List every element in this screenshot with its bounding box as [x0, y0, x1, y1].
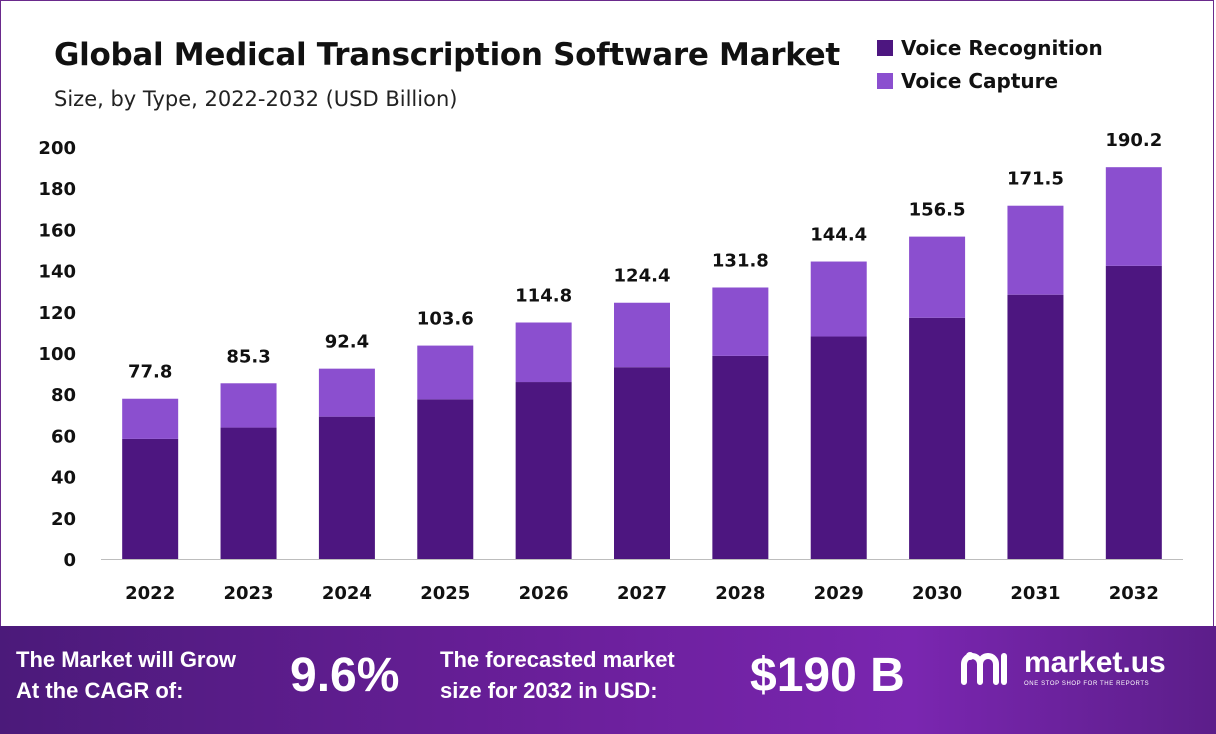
bar-segment-voice-recognition: [1105, 265, 1162, 559]
x-tick-label: 2029: [814, 583, 864, 604]
legend-label-voice-capture: Voice Capture: [901, 68, 1059, 93]
brand-name: market.us: [1024, 646, 1166, 679]
legend-item-voice-recognition: Voice Recognition: [877, 31, 1103, 64]
y-tick-label: 60: [51, 426, 76, 447]
bar-segment-voice-recognition: [1007, 294, 1064, 559]
bar-segment-voice-capture: [1007, 205, 1064, 295]
x-tick-label: 2031: [1010, 583, 1060, 604]
cagr-text-line2: At the CAGR of:: [16, 678, 184, 703]
bar-total-label: 85.3: [226, 346, 270, 367]
bar-total-label: 77.8: [128, 362, 172, 383]
forecast-text-line2: size for 2032 in USD:: [440, 678, 658, 703]
bar-segment-voice-capture: [220, 383, 277, 428]
bar-segment-voice-recognition: [712, 355, 769, 559]
legend-swatch-voice-capture: [877, 72, 893, 89]
x-tick-label: 2025: [420, 583, 470, 604]
y-tick-label: 140: [38, 262, 76, 283]
x-tick-label: 2023: [223, 583, 273, 604]
bar-total-label: 124.4: [614, 266, 671, 287]
cagr-text-line1: The Market will Grow: [16, 647, 237, 672]
bar-segment-voice-capture: [122, 398, 179, 439]
footer-banner: The Market will Grow At the CAGR of: 9.6…: [0, 626, 1216, 734]
bar-segment-voice-capture: [1105, 167, 1162, 266]
y-tick-label: 120: [38, 303, 76, 324]
x-tick-label: 2026: [519, 583, 569, 604]
y-tick-label: 40: [51, 468, 76, 489]
legend-swatch-voice-recognition: [877, 39, 893, 56]
forecast-text: The forecasted market size for 2032 in U…: [440, 644, 675, 706]
bar-total-label: 131.8: [712, 250, 769, 271]
y-tick-label: 20: [51, 509, 76, 530]
x-tick-label: 2030: [912, 583, 962, 604]
bar-total-label: 144.4: [810, 225, 867, 246]
legend-label-voice-recognition: Voice Recognition: [901, 35, 1103, 60]
bar-segment-voice-recognition: [417, 399, 474, 559]
bar-segment-voice-capture: [318, 368, 375, 417]
bar-total-label: 92.4: [325, 332, 369, 353]
chart-subtitle: Size, by Type, 2022-2032 (USD Billion): [54, 87, 458, 111]
forecast-text-line1: The forecasted market: [440, 647, 675, 672]
bar-chart: 0 20 40 60 80 100 120 140 160 180 200 77.8 2022 85.3 2…: [38, 130, 1183, 604]
bar-segment-voice-capture: [810, 261, 867, 337]
cagr-text: The Market will Grow At the CAGR of:: [16, 644, 236, 706]
bar-total-label: 171.5: [1007, 169, 1064, 190]
brand-logo: market.us ONE STOP SHOP FOR THE REPORTS: [960, 648, 1166, 687]
x-tick-label: 2024: [322, 583, 372, 604]
bar-segment-voice-recognition: [515, 382, 572, 559]
y-tick-label: 100: [38, 344, 76, 365]
bar-segment-voice-capture: [614, 302, 670, 368]
x-tick-label: 2028: [715, 583, 765, 604]
bar-segment-voice-recognition: [318, 416, 375, 559]
y-tick-label: 80: [51, 385, 76, 406]
bar-segment-voice-recognition: [614, 367, 670, 559]
y-tick-label: 160: [38, 220, 76, 241]
y-tick-label: 200: [38, 138, 76, 159]
x-tick-label: 2022: [125, 583, 175, 604]
bar-total-label: 103.6: [417, 309, 474, 330]
bar-segment-voice-capture: [712, 287, 769, 356]
bar-total-label: 156.5: [909, 200, 966, 221]
bar-total-label: 190.2: [1105, 130, 1162, 151]
bar-total-label: 114.8: [515, 286, 572, 307]
market-us-logo-icon: [961, 651, 1007, 685]
chart-title: Global Medical Transcription Software Ma…: [54, 37, 840, 73]
bar-segment-voice-capture: [909, 236, 966, 318]
bar-segment-voice-capture: [515, 322, 572, 383]
brand-tagline: ONE STOP SHOP FOR THE REPORTS: [1024, 681, 1150, 687]
bar-segment-voice-capture: [417, 345, 474, 400]
bar-segment-voice-recognition: [810, 336, 867, 559]
legend: Voice Recognition Voice Capture: [877, 31, 1103, 97]
legend-item-voice-capture: Voice Capture: [877, 64, 1103, 97]
y-tick-label: 0: [63, 550, 76, 571]
bar-segment-voice-recognition: [122, 438, 179, 559]
y-tick-label: 180: [38, 179, 76, 200]
x-tick-label: 2032: [1109, 583, 1159, 604]
forecast-value: $190 B: [750, 649, 905, 702]
bar-segment-voice-recognition: [909, 317, 966, 559]
x-tick-label: 2027: [617, 583, 667, 604]
bar-segment-voice-recognition: [220, 427, 277, 559]
cagr-value: 9.6%: [290, 649, 400, 702]
